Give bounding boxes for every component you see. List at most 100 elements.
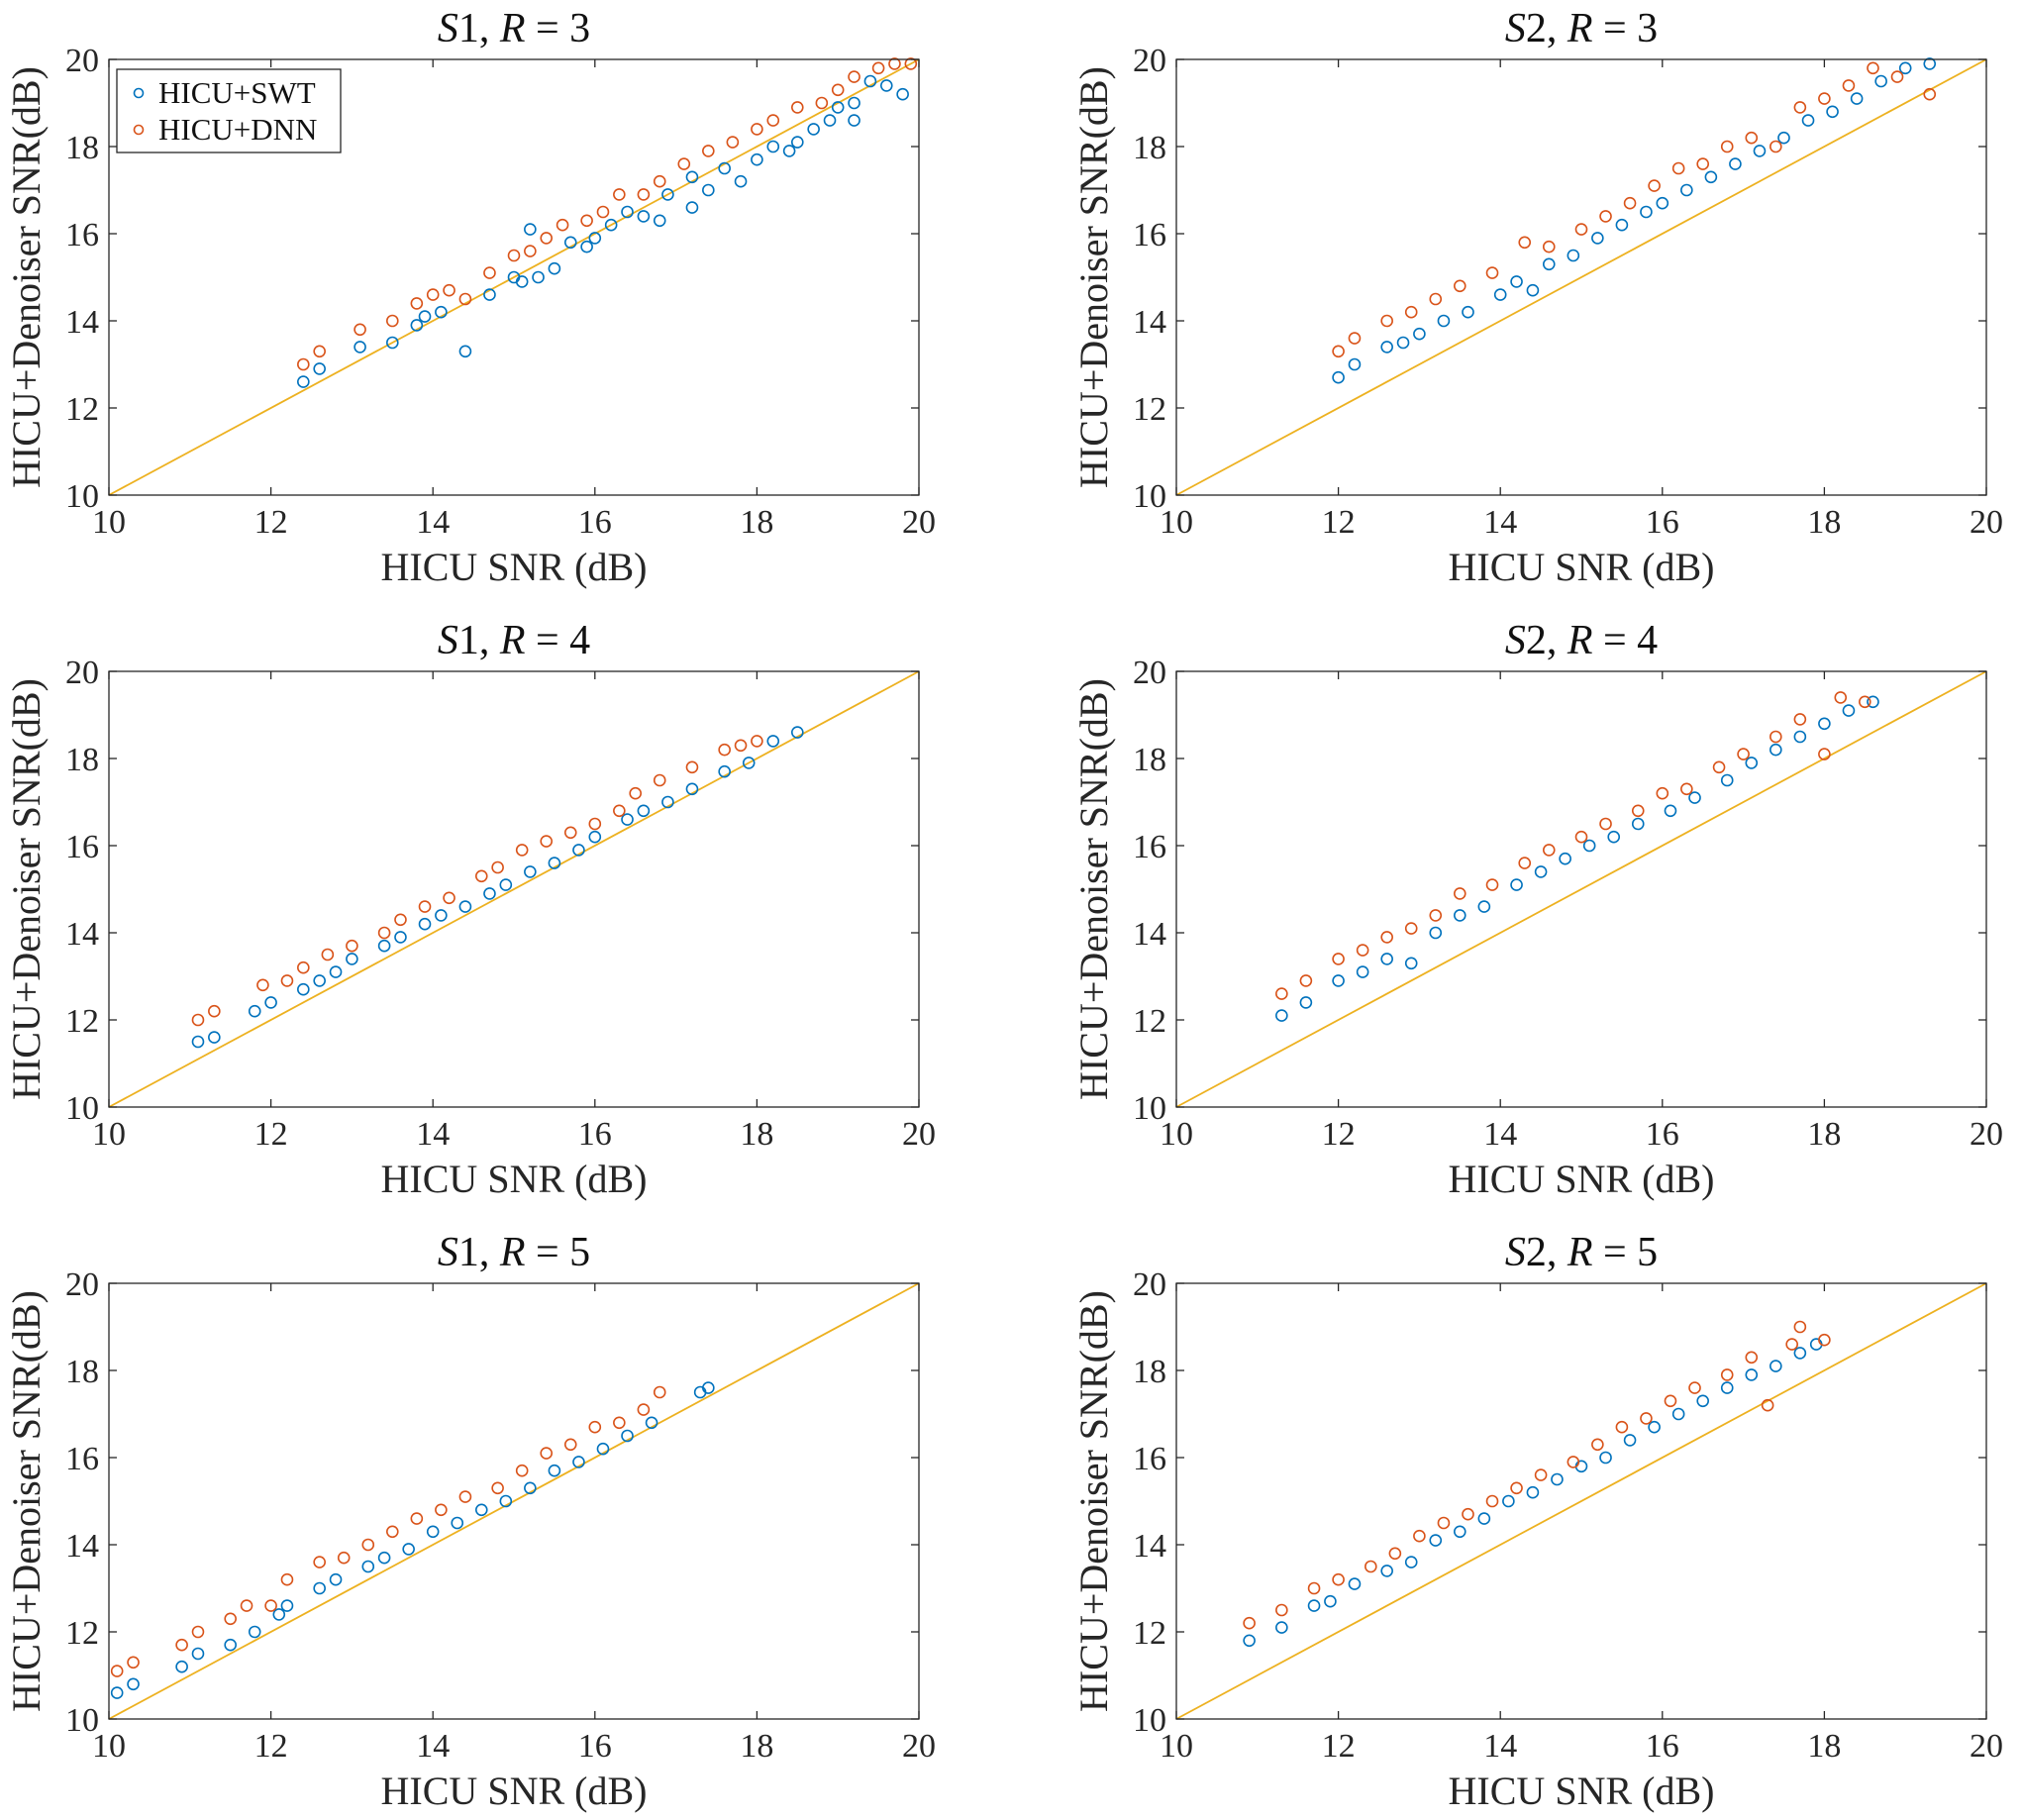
data-point [264, 1599, 277, 1612]
x-axis-label: HICU SNR (dB) [1449, 1769, 1715, 1813]
x-tick-label: 16 [578, 1728, 612, 1765]
axes-frame [1175, 58, 1987, 496]
data-point [1332, 1572, 1345, 1586]
data-point [1631, 817, 1645, 831]
data-point [385, 336, 399, 350]
data-point [1664, 1394, 1677, 1408]
data-point [110, 1665, 124, 1677]
data-point [1769, 743, 1782, 757]
x-tick-label: 10 [1160, 1728, 1193, 1765]
series-swt [1243, 1338, 1823, 1648]
x-tick-label: 10 [1160, 1116, 1193, 1153]
panel-1: 10 12 14 16 18 20 10 12 14 16 18 20 HICU SNR (dB) HIC… [4, 6, 936, 589]
data-point [346, 939, 358, 953]
data-point [1656, 786, 1669, 800]
data-point [653, 1385, 666, 1399]
title-part: = 5 [1592, 1230, 1658, 1275]
data-point [782, 145, 796, 157]
data-point [1640, 1412, 1653, 1425]
data-point [1793, 1347, 1807, 1360]
data-point [613, 1416, 626, 1430]
x-tick-label: 20 [1970, 504, 2003, 541]
data-point [790, 726, 804, 739]
data-point [1671, 161, 1685, 175]
data-point [1332, 345, 1345, 358]
data-point [1648, 1420, 1661, 1434]
x-tick-label: 16 [578, 504, 612, 541]
data-point [1275, 1009, 1288, 1022]
data-point [191, 1035, 205, 1049]
data-point [377, 926, 391, 940]
data-point [1437, 1516, 1451, 1530]
y-tick-label: 18 [65, 742, 99, 778]
panel-title: S1, R = 3 [438, 6, 590, 51]
data-point [385, 1525, 399, 1539]
panel-title: S2, R = 5 [1505, 1230, 1658, 1275]
legend-box [116, 68, 342, 153]
data-point [621, 813, 634, 826]
data-point [313, 362, 326, 375]
data-point [556, 218, 569, 232]
legend-label: HICU+SWT [158, 75, 316, 110]
data-point [402, 1543, 415, 1556]
data-point [1551, 1472, 1564, 1486]
x-tick-label: 18 [1807, 1728, 1841, 1765]
data-point [1664, 804, 1677, 818]
x-tick-label: 10 [92, 1116, 126, 1153]
data-point [580, 240, 593, 253]
data-point [1526, 1485, 1540, 1499]
data-point [653, 174, 666, 188]
x-axis-label: HICU SNR (dB) [1449, 545, 1715, 589]
data-point [1777, 131, 1790, 145]
data-point [653, 773, 666, 787]
data-point [1404, 305, 1418, 319]
data-point [524, 865, 537, 878]
data-point [1542, 257, 1556, 271]
data-point [1380, 1565, 1393, 1577]
legend-label: HICU+DNN [158, 112, 317, 147]
legend-marker [133, 87, 145, 99]
data-point [1720, 140, 1734, 153]
data-point [515, 844, 529, 857]
data-point [1493, 288, 1507, 301]
data-point [515, 275, 529, 288]
x-axis-label: HICU SNR (dB) [381, 1157, 648, 1201]
title-part: S [1505, 618, 1526, 663]
data-point [1793, 101, 1807, 114]
y-tick-label: 18 [65, 130, 99, 166]
series-swt [110, 1381, 715, 1699]
data-point [685, 201, 699, 214]
y-tick-label: 20 [65, 655, 99, 691]
data-point [1299, 974, 1313, 987]
data-point [1307, 1599, 1321, 1612]
x-tick-label: 12 [1322, 1728, 1356, 1765]
data-point [1437, 314, 1451, 328]
x-tick-label: 16 [1646, 1116, 1679, 1153]
data-point [1365, 1560, 1377, 1573]
data-point [645, 1416, 658, 1430]
data-point [1688, 791, 1701, 804]
data-point [596, 205, 610, 219]
data-point [1720, 773, 1734, 787]
data-point [572, 1456, 585, 1468]
data-point [1761, 1398, 1774, 1412]
data-point [1615, 218, 1629, 232]
data-point [191, 1013, 205, 1027]
data-point [280, 1599, 294, 1612]
data-point [1737, 748, 1750, 760]
data-point [637, 210, 651, 223]
y-tick-label: 20 [1133, 43, 1166, 79]
y-tick-label: 18 [65, 1354, 99, 1390]
series-swt [1332, 57, 1937, 384]
data-point [1534, 865, 1548, 878]
data-point [1834, 691, 1848, 704]
data-point [888, 57, 901, 70]
data-point [1615, 1420, 1629, 1434]
data-point [532, 270, 545, 284]
data-point [1874, 74, 1887, 88]
data-point [637, 804, 651, 818]
x-tick-label: 14 [416, 504, 450, 541]
data-point [588, 817, 602, 831]
x-tick-label: 20 [1970, 1728, 2003, 1765]
data-point [661, 795, 674, 809]
